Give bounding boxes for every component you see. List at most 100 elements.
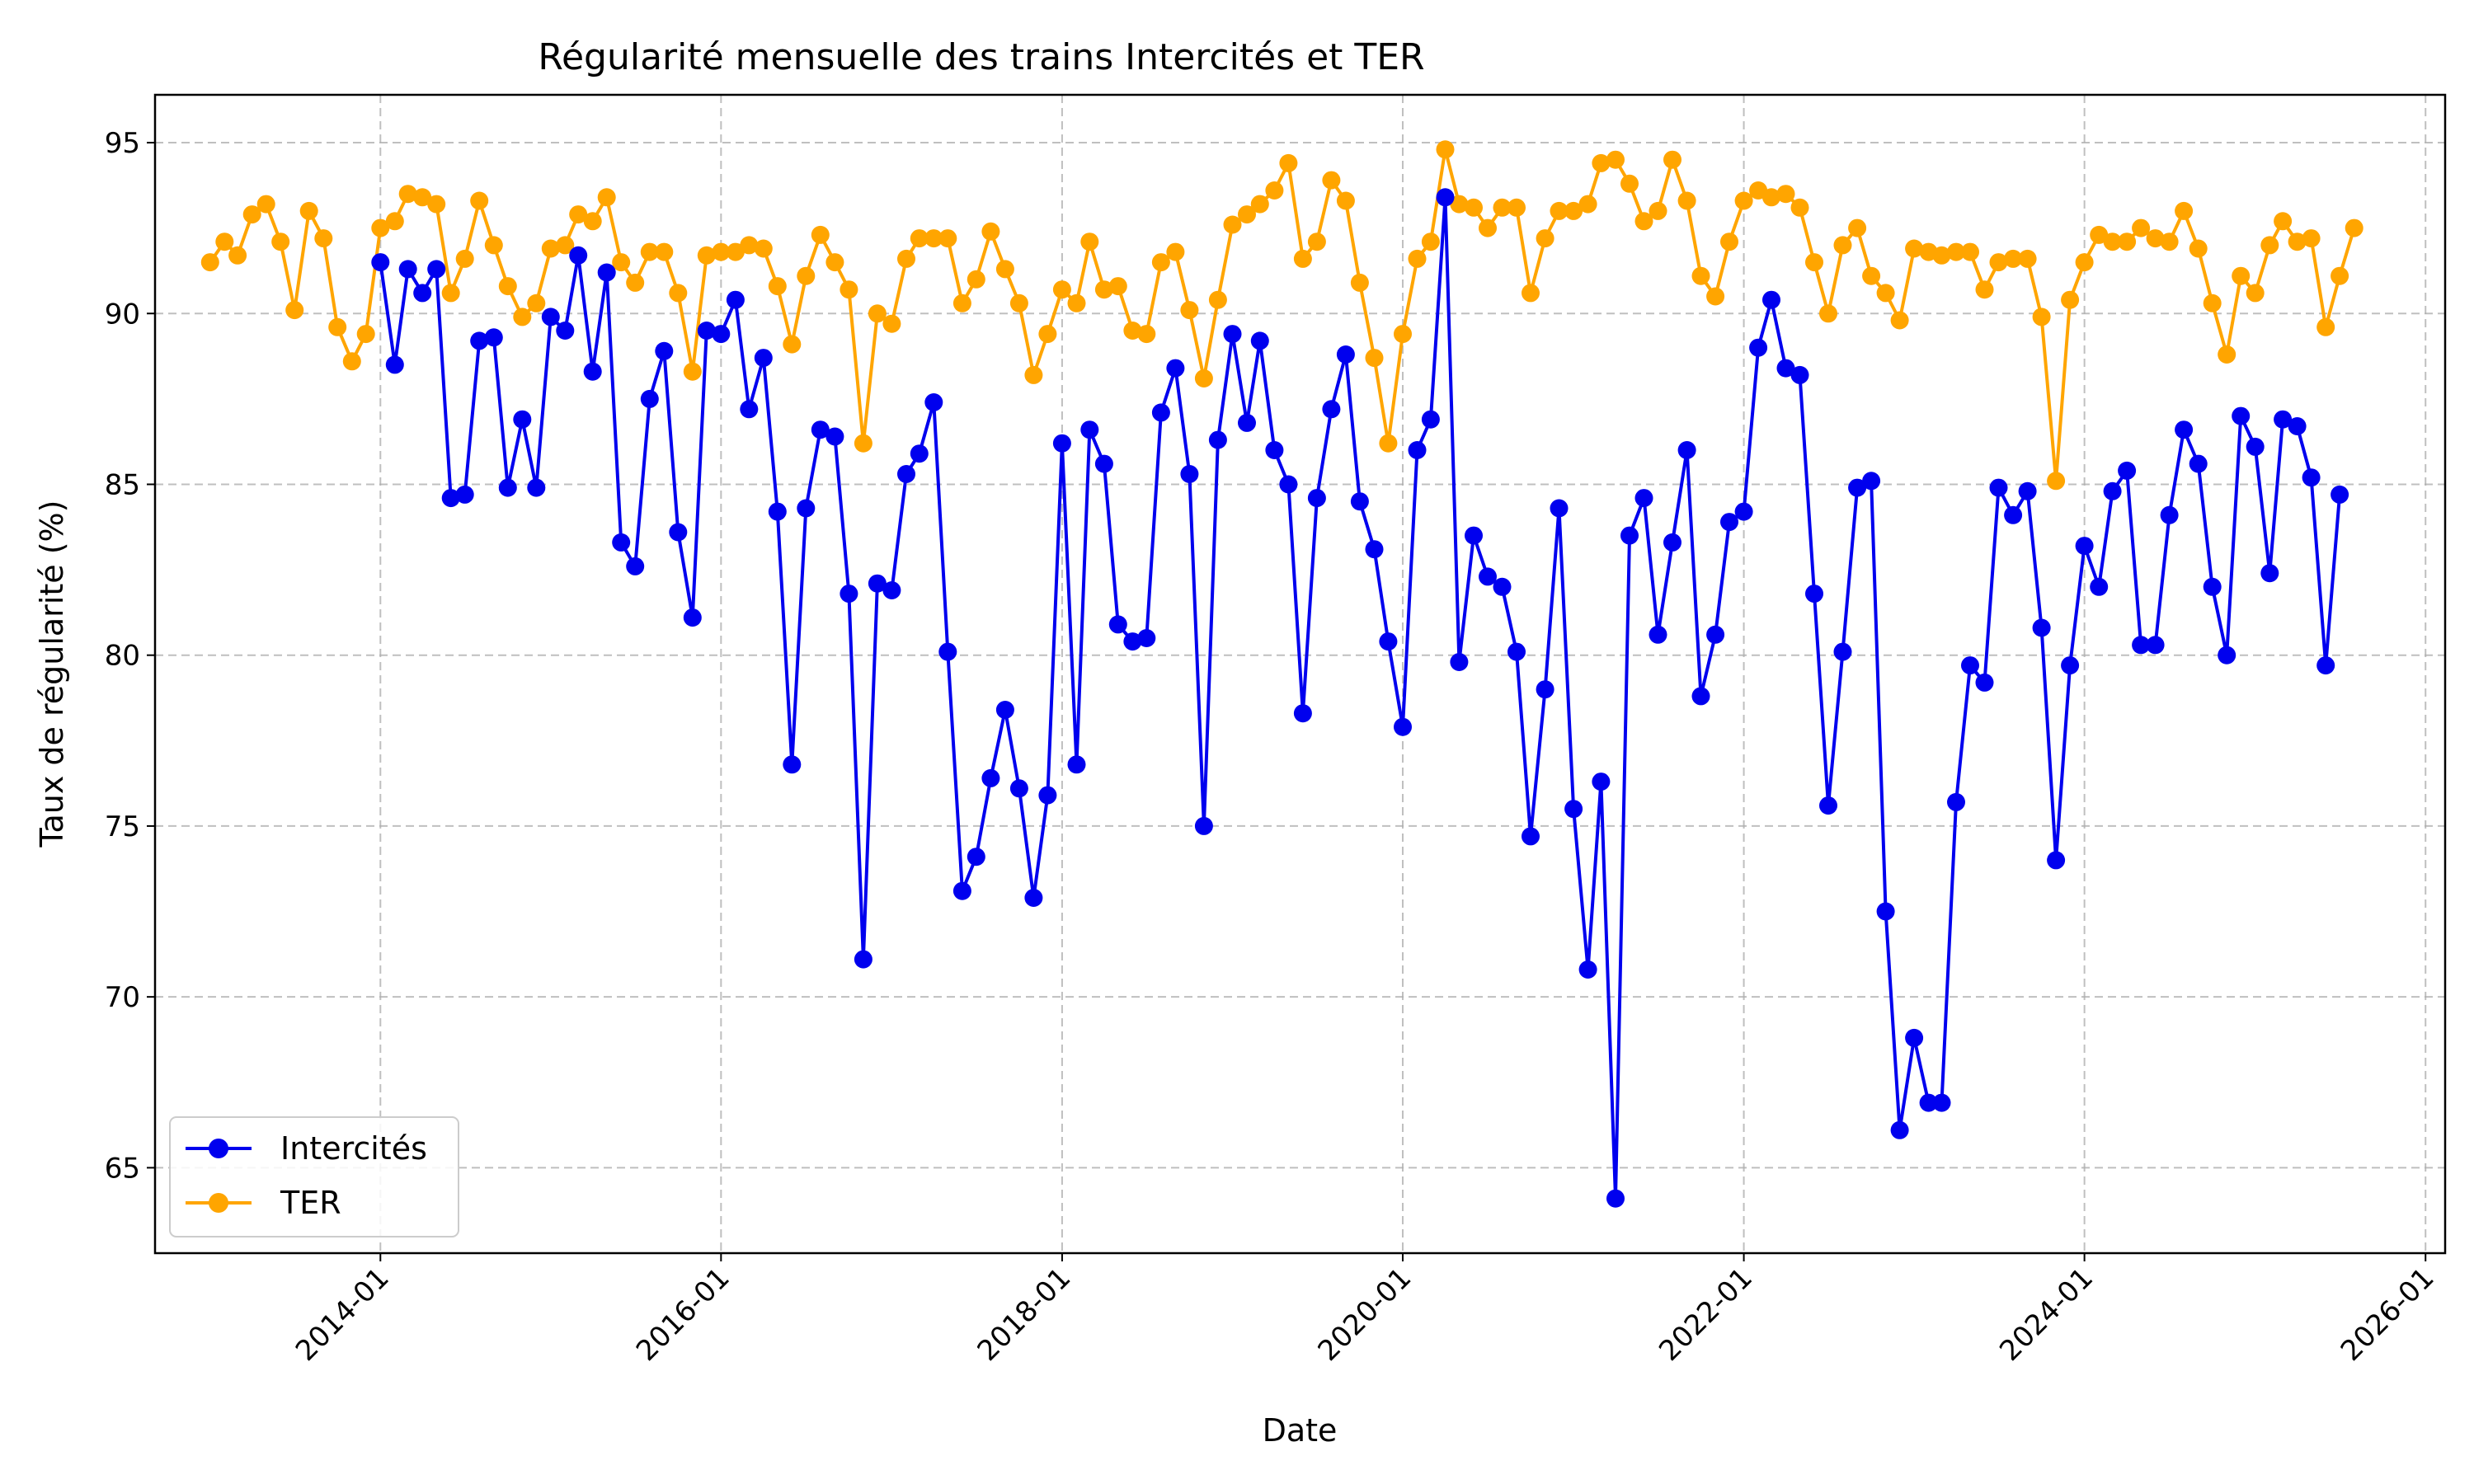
data-point bbox=[2132, 636, 2151, 655]
data-point bbox=[1819, 796, 1837, 815]
data-point bbox=[1067, 294, 1086, 312]
data-point bbox=[556, 322, 575, 340]
data-point bbox=[398, 260, 417, 279]
data-point bbox=[271, 232, 290, 251]
data-point bbox=[967, 270, 985, 289]
data-point bbox=[2203, 294, 2222, 312]
data-point bbox=[1536, 229, 1554, 248]
data-point bbox=[1762, 290, 1780, 309]
data-point bbox=[541, 239, 560, 258]
data-point bbox=[1947, 792, 1965, 811]
data-point bbox=[2018, 249, 2037, 268]
data-point bbox=[441, 284, 460, 303]
data-point bbox=[1620, 526, 1639, 545]
data-point bbox=[1024, 365, 1043, 384]
data-point bbox=[2189, 239, 2208, 258]
data-point bbox=[455, 249, 474, 268]
data-point bbox=[1776, 185, 1795, 204]
data-point bbox=[597, 263, 616, 282]
data-point bbox=[2118, 461, 2137, 480]
data-point bbox=[342, 352, 361, 371]
data-point bbox=[1024, 889, 1043, 907]
series-1 bbox=[200, 140, 2363, 491]
data-point bbox=[1762, 188, 1780, 207]
data-point bbox=[1749, 338, 1768, 357]
data-point bbox=[1876, 284, 1895, 303]
data-point bbox=[1009, 294, 1028, 312]
data-point bbox=[2075, 253, 2094, 272]
data-point bbox=[854, 950, 872, 969]
data-point bbox=[2288, 417, 2307, 435]
data-point bbox=[1137, 629, 1156, 647]
data-point bbox=[1094, 280, 1113, 299]
grid-lines bbox=[155, 95, 2445, 1253]
data-point bbox=[938, 229, 957, 248]
plot-frame bbox=[153, 93, 2447, 1255]
data-point bbox=[1238, 413, 1256, 432]
data-point bbox=[981, 768, 1000, 787]
data-point bbox=[1080, 420, 1099, 439]
data-point bbox=[1379, 434, 1398, 453]
data-point bbox=[1223, 215, 1242, 234]
data-point bbox=[1322, 171, 1341, 190]
data-point bbox=[868, 304, 887, 323]
data-point bbox=[1365, 349, 1384, 368]
data-point bbox=[811, 225, 830, 244]
data-point bbox=[1734, 191, 1753, 210]
data-point bbox=[1890, 311, 1909, 330]
data-point bbox=[1578, 960, 1597, 979]
data-point bbox=[556, 236, 575, 255]
data-point bbox=[811, 420, 830, 439]
data-point bbox=[1479, 218, 1497, 237]
data-point bbox=[498, 277, 517, 296]
data-point bbox=[1905, 239, 1924, 258]
data-point bbox=[924, 229, 943, 248]
data-point bbox=[513, 308, 532, 326]
data-point bbox=[242, 205, 261, 224]
data-point bbox=[527, 294, 546, 312]
data-point bbox=[910, 229, 929, 248]
legend-marker-intercites bbox=[209, 1139, 228, 1158]
data-point bbox=[2160, 505, 2179, 524]
data-point bbox=[200, 253, 219, 272]
data-point bbox=[1166, 242, 1185, 261]
data-point bbox=[2274, 212, 2293, 231]
data-point bbox=[897, 249, 915, 268]
data-point bbox=[1862, 266, 1881, 285]
data-point bbox=[2274, 410, 2293, 429]
data-point bbox=[2175, 420, 2194, 439]
data-point bbox=[371, 218, 390, 237]
data-point bbox=[726, 242, 745, 261]
data-point bbox=[1947, 242, 1965, 261]
data-point bbox=[1663, 533, 1681, 552]
data-point bbox=[1919, 1093, 1938, 1112]
data-point bbox=[2316, 656, 2335, 675]
data-point bbox=[1493, 577, 1512, 596]
data-point bbox=[1975, 673, 1994, 692]
data-point bbox=[1706, 287, 1725, 306]
data-point bbox=[215, 232, 234, 251]
data-point bbox=[1336, 345, 1355, 364]
data-point bbox=[1848, 478, 1867, 497]
data-point bbox=[2004, 249, 2023, 268]
data-point bbox=[1307, 232, 1326, 251]
series-0 bbox=[371, 188, 2349, 1208]
data-point bbox=[583, 212, 602, 231]
data-point bbox=[1238, 205, 1256, 224]
data-point bbox=[1108, 615, 1127, 634]
data-point bbox=[854, 434, 872, 453]
data-point bbox=[1634, 212, 1653, 231]
data-point bbox=[1564, 800, 1583, 819]
data-point bbox=[398, 185, 417, 204]
data-point bbox=[1408, 441, 1427, 459]
data-point bbox=[910, 444, 929, 463]
data-point bbox=[1677, 191, 1696, 210]
data-point bbox=[2090, 577, 2109, 596]
data-point bbox=[626, 273, 645, 292]
data-point bbox=[1876, 902, 1895, 921]
legend: Intercités TER bbox=[169, 1116, 459, 1237]
data-point bbox=[1649, 201, 1667, 220]
data-point bbox=[1052, 280, 1071, 299]
data-point bbox=[712, 325, 731, 344]
data-point bbox=[740, 236, 759, 255]
